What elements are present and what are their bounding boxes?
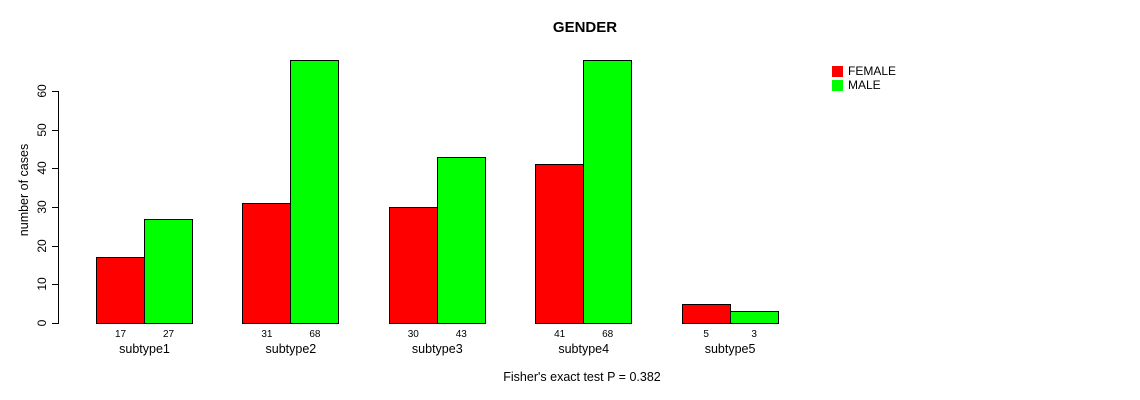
bar-female-subtype2 [242,203,292,324]
y-axis-line [58,90,59,324]
category-label: subtype2 [265,342,317,356]
y-axis-tick-label: 40 [35,161,49,175]
bar-male-subtype4 [583,60,633,324]
bar-value-label: 17 [114,329,127,340]
category-label: subtype3 [411,342,463,356]
y-axis-tick-label: 50 [35,122,49,137]
male-color-swatch [832,79,843,91]
chart-title: GENDER [552,19,618,36]
bar-female-subtype3 [388,207,438,324]
legend: FEMALE MALE [832,64,896,92]
y-axis-tick [52,284,58,286]
category-label: subtype5 [704,342,756,356]
y-axis-tick-label: 20 [35,238,49,253]
y-axis-tick [52,245,58,247]
y-axis-tick [52,323,58,324]
y-axis-tick [52,206,58,208]
bar-female-subtype5 [681,304,731,324]
bar-female-subtype1 [96,257,145,324]
y-axis-tick [52,168,58,170]
bar-value-label: 5 [703,329,709,340]
bar-value-label: 68 [309,329,321,340]
female-color-swatch [832,65,843,77]
legend-item-female: FEMALE [832,64,896,78]
y-axis-tick-label: 10 [35,277,49,291]
y-axis-tick-label: 60 [35,84,49,98]
y-axis-tick [52,90,58,92]
bar-value-label: 43 [455,329,467,340]
bar-female-subtype4 [535,164,585,324]
y-axis-tick-label: 0 [35,319,49,327]
y-axis-tick [52,129,58,131]
bar-value-label: 41 [554,329,566,340]
bar-male-subtype3 [436,157,486,324]
caption-fishers-exact-test: Fisher's exact test P = 0.382 [503,370,661,384]
bar-value-label: 31 [261,329,273,340]
bar-male-subtype5 [729,311,779,324]
y-axis-tick-label: 30 [35,200,49,214]
bar-value-label: 68 [602,329,614,340]
legend-label-female: FEMALE [848,64,897,78]
bar-value-label: 3 [751,329,757,340]
bar-value-label: 27 [162,329,175,340]
bar-male-subtype1 [144,219,193,324]
bar-male-subtype2 [290,60,340,324]
legend-label-male: MALE [848,78,881,92]
category-label: subtype4 [558,342,610,356]
bar-value-label: 30 [407,329,419,340]
category-label: subtype1 [119,342,170,356]
legend-item-male: MALE [832,78,896,92]
